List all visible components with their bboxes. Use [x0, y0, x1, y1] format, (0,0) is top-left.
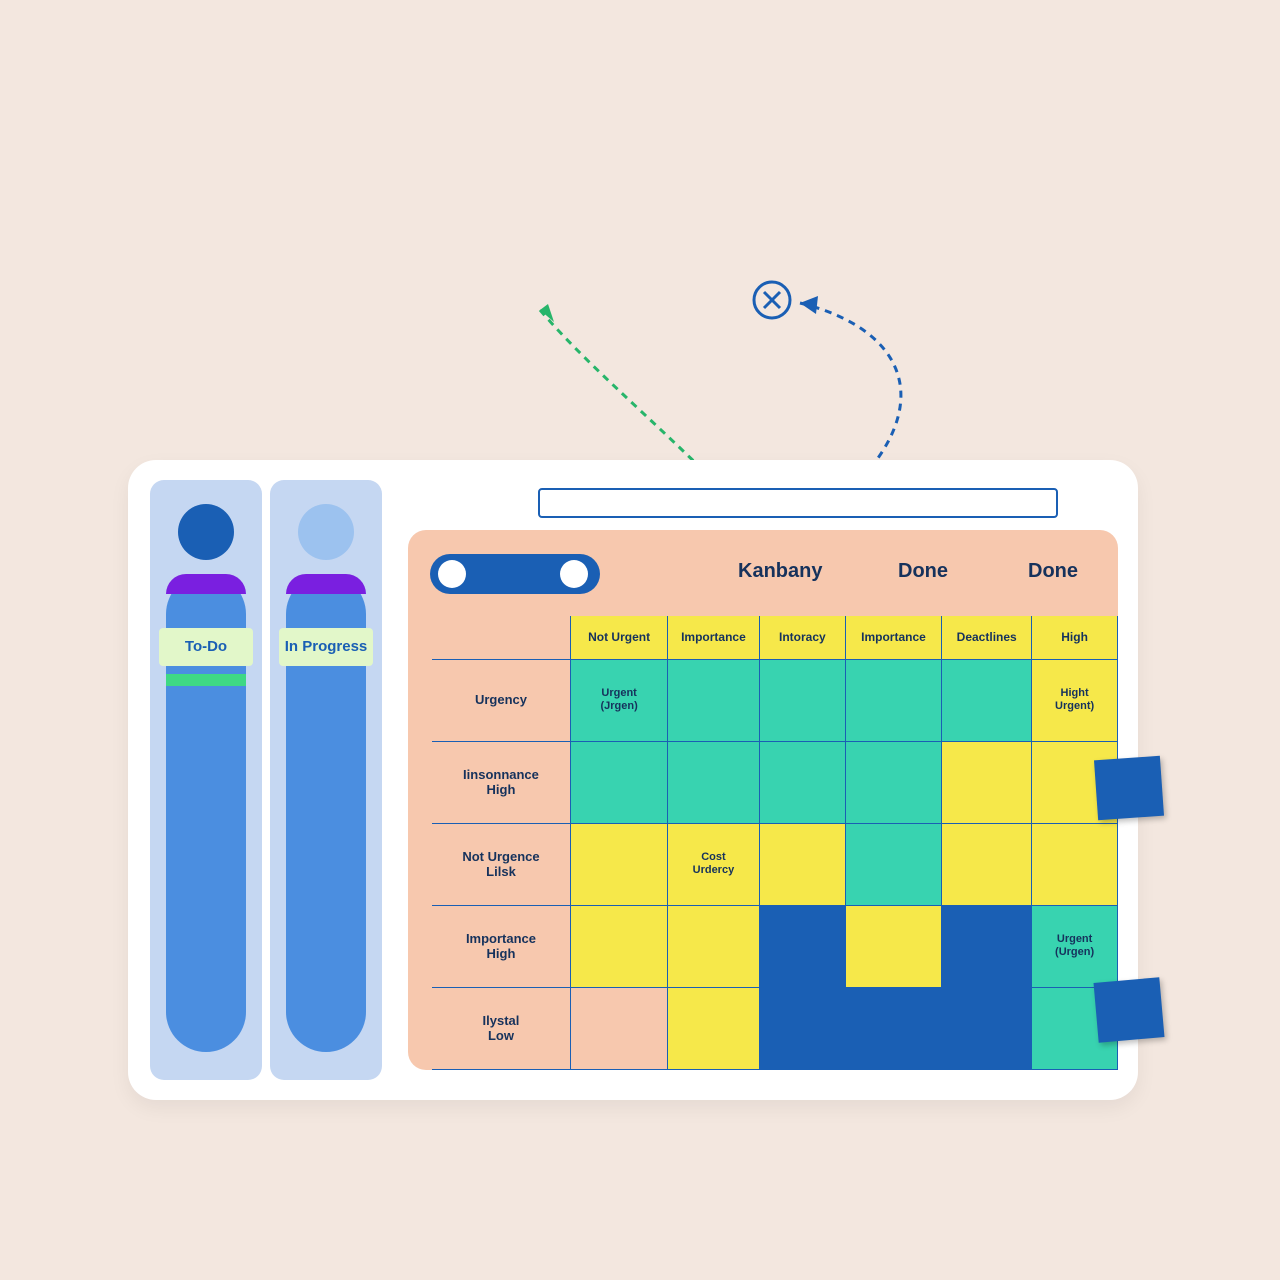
matrix-cell[interactable]: Urgent(Urgen)	[1032, 905, 1118, 987]
sticky-note[interactable]	[1094, 756, 1164, 820]
sidebar-col-todo: To-Do	[150, 480, 262, 1080]
section-header-done: Done	[898, 560, 948, 583]
section-header-kanban: Kanbany	[738, 560, 822, 583]
col-header: Importance	[845, 616, 941, 659]
matrix-cell[interactable]	[571, 987, 667, 1069]
matrix-cell[interactable]	[1032, 823, 1118, 905]
sidebar-col-inprogress: In Progress	[270, 480, 382, 1080]
matrix-cell[interactable]	[845, 987, 941, 1069]
view-toggle[interactable]	[430, 554, 600, 594]
row-header: IinsonnanceHigh	[432, 741, 571, 823]
row-header: Urgency	[432, 659, 571, 741]
matrix-cell[interactable]	[942, 987, 1032, 1069]
matrix-cell[interactable]	[760, 987, 846, 1069]
matrix-cell[interactable]	[845, 659, 941, 741]
matrix-cell[interactable]	[571, 905, 667, 987]
matrix-cell[interactable]	[942, 659, 1032, 741]
avatar-icon	[178, 504, 234, 560]
row-header: ImportanceHigh	[432, 905, 571, 987]
matrix-cell[interactable]	[571, 741, 667, 823]
matrix-cell[interactable]	[942, 905, 1032, 987]
matrix-cell[interactable]: HightUrgent)	[1032, 659, 1118, 741]
avatar-icon	[298, 504, 354, 560]
matrix-cell[interactable]	[845, 741, 941, 823]
matrix-cell[interactable]	[845, 905, 941, 987]
matrix-cell[interactable]	[760, 823, 846, 905]
matrix-cell[interactable]	[667, 905, 759, 987]
row-header: Not UrgenceLilsk	[432, 823, 571, 905]
matrix-cell[interactable]	[760, 659, 846, 741]
matrix-cell[interactable]: CostUrdercy	[667, 823, 759, 905]
col-header: Importance	[667, 616, 759, 659]
col-header: Deactlines	[942, 616, 1032, 659]
col-header: Not Urgent	[571, 616, 667, 659]
row-header: IlystalLow	[432, 987, 571, 1069]
matrix-cell[interactable]	[667, 987, 759, 1069]
matrix-cell[interactable]	[571, 823, 667, 905]
col-header: High	[1032, 616, 1118, 659]
section-header-done-2: Done	[1028, 560, 1078, 583]
matrix-cell[interactable]	[942, 741, 1032, 823]
col-header: Intoracy	[760, 616, 846, 659]
pill-label-todo: To-Do	[159, 628, 253, 666]
matrix-cell[interactable]	[760, 741, 846, 823]
toggle-knob-right	[560, 560, 588, 588]
matrix-panel: Kanbany Done Done Not UrgentImportanceIn…	[408, 530, 1118, 1070]
pill-label-inprogress: In Progress	[279, 628, 373, 666]
matrix-cell[interactable]	[845, 823, 941, 905]
matrix-cell[interactable]	[942, 823, 1032, 905]
matrix-cell[interactable]	[760, 905, 846, 987]
pill-top-band	[166, 574, 246, 594]
board-card: To-Do In Progress Kanbany Done Done Not …	[128, 460, 1138, 1100]
pill-top-band	[286, 574, 366, 594]
toggle-knob-left	[438, 560, 466, 588]
matrix-cell[interactable]: Urgent(Jrgen)	[571, 659, 667, 741]
pill-progress-band	[166, 674, 246, 686]
matrix-cell[interactable]	[667, 741, 759, 823]
sticky-note[interactable]	[1094, 977, 1165, 1043]
matrix-cell[interactable]	[667, 659, 759, 741]
priority-matrix: Not UrgentImportanceIntoracyImportanceDe…	[408, 616, 1118, 1070]
search-input[interactable]	[538, 488, 1058, 518]
